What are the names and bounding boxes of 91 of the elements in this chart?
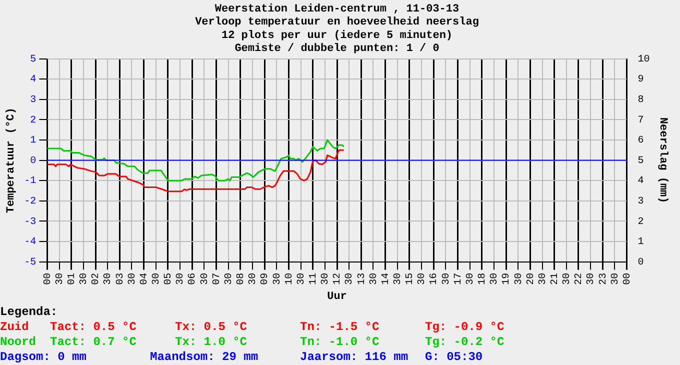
x-tick-label: 30 xyxy=(200,272,211,285)
y2-tick-label: 5 xyxy=(638,156,644,167)
x-tick-label: 18 xyxy=(478,272,489,285)
y2-tick-label: 9 xyxy=(638,74,644,86)
x-tick-label: 12 xyxy=(332,272,344,285)
x-tick-label: 21 xyxy=(550,272,561,285)
y2-tick-label: 6 xyxy=(638,136,644,147)
y2-axis-title: Neerslag (mm) xyxy=(656,117,669,204)
x-tick-label: 20 xyxy=(526,272,537,285)
x-tick-label: 30 xyxy=(417,272,428,285)
y-tick-label: -3 xyxy=(24,216,36,228)
legend-title: Legenda: xyxy=(0,305,58,319)
x-tick-label: 01 xyxy=(66,272,78,285)
x-tick-label: 09 xyxy=(260,272,272,285)
y2-tick-label: 10 xyxy=(638,54,650,66)
x-tick-label: 13 xyxy=(356,272,368,285)
y-tick-label: 4 xyxy=(30,74,36,86)
x-tick-label: 30 xyxy=(465,272,476,285)
y2-tick-label: 0 xyxy=(638,257,644,268)
x-tick-label: 30 xyxy=(176,272,187,285)
x-tick-label: 30 xyxy=(562,272,574,285)
y-tick-label: -5 xyxy=(24,257,36,268)
x-tick-label: 30 xyxy=(103,272,114,285)
y-tick-label: -2 xyxy=(24,196,36,208)
x-tick-label: 00 xyxy=(622,272,634,285)
y-tick-label: 5 xyxy=(30,54,36,66)
y2-tick-label: 2 xyxy=(638,216,644,228)
y2-tick-label: 7 xyxy=(638,115,644,126)
y-tick-label: 2 xyxy=(30,115,36,126)
x-tick-label: 30 xyxy=(127,272,138,285)
x-tick-label: 05 xyxy=(164,272,175,285)
x-tick-label: 30 xyxy=(490,272,501,285)
x-tick-label: 02 xyxy=(91,272,102,285)
x-tick-label: 00 xyxy=(42,272,54,285)
x-tick-label: 30 xyxy=(79,272,90,285)
x-tick-label: 30 xyxy=(296,272,308,285)
x-tick-label: 22 xyxy=(574,272,586,285)
text: Maandsom: 29 mm xyxy=(150,350,258,364)
text: Tn: -1.0 °C xyxy=(300,335,380,349)
text: Tact: 0.5 °C xyxy=(50,320,136,334)
x-tick-label: 11 xyxy=(308,272,320,285)
text: Jaarsom: 116 mm xyxy=(300,350,408,364)
y2-tick-label: 1 xyxy=(638,237,644,248)
x-tick-label: 30 xyxy=(54,272,66,285)
x-tick-label: 30 xyxy=(586,272,598,285)
y-axis-title: Temperatuur (°C) xyxy=(5,107,18,214)
text: Tx: 0.5 °C xyxy=(175,320,248,334)
x-tick-label: 03 xyxy=(115,272,126,285)
x-tick-label: 23 xyxy=(598,272,610,285)
chart-title: Weerstation Leiden-centrum , 11-03-13 xyxy=(214,3,460,16)
y2-tick-label: 4 xyxy=(638,176,644,188)
y-tick-label: -1 xyxy=(24,176,36,188)
x-tick-label: 17 xyxy=(453,272,464,285)
x-tick-label: 06 xyxy=(188,272,199,285)
x-tick-label: 16 xyxy=(429,272,440,285)
x-tick-label: 15 xyxy=(405,272,416,285)
x-tick-label: 30 xyxy=(224,272,235,285)
x-tick-label: 04 xyxy=(139,272,150,285)
x-tick-label: 19 xyxy=(502,272,513,285)
x-tick-label: 10 xyxy=(284,272,296,285)
text: Tn: -1.5 °C xyxy=(300,320,380,334)
x-tick-label: 30 xyxy=(152,272,163,285)
x-tick-label: 30 xyxy=(538,272,549,285)
y-tick-label: 0 xyxy=(30,156,36,167)
x-tick-label: 30 xyxy=(441,272,452,285)
x-tick-label: 30 xyxy=(320,272,332,285)
text: Tact: 0.7 °C xyxy=(50,335,136,349)
y-tick-label: 3 xyxy=(30,95,36,106)
x-tick-label: 14 xyxy=(380,272,392,285)
x-tick-label: 30 xyxy=(368,272,380,285)
text: Zuid xyxy=(0,320,29,334)
text: Tx: 1.0 °C xyxy=(175,335,248,349)
text: G: 05:30 xyxy=(425,350,483,364)
x-tick-label: 30 xyxy=(248,272,260,285)
text: Tg: -0.2 °C xyxy=(425,335,504,349)
x-tick-label: 30 xyxy=(344,272,356,285)
text: Noord xyxy=(0,335,36,349)
y-tick-label: -4 xyxy=(24,237,36,248)
y-tick-label: 1 xyxy=(30,136,36,147)
text: Dagsom: 0 mm xyxy=(0,350,86,364)
text: Tg: -0.9 °C xyxy=(425,320,504,334)
x-tick-label: 07 xyxy=(212,272,223,285)
x-tick-label: 30 xyxy=(272,272,284,285)
chart-subtitle: Verloop temperatuur en hoeveelheid neerslag 12 plots per uur (iedere 5 minuten) Gemiste / dubbele punten: 1 / 0 xyxy=(195,16,479,55)
x-tick-label: 30 xyxy=(514,272,525,285)
x-tick-label: 08 xyxy=(236,272,248,285)
x-tick-label: 30 xyxy=(393,272,404,285)
x-axis-title: Uur xyxy=(327,291,347,304)
x-tick-label: 30 xyxy=(610,272,622,285)
y2-tick-label: 3 xyxy=(638,196,644,208)
y2-tick-label: 8 xyxy=(638,95,644,106)
